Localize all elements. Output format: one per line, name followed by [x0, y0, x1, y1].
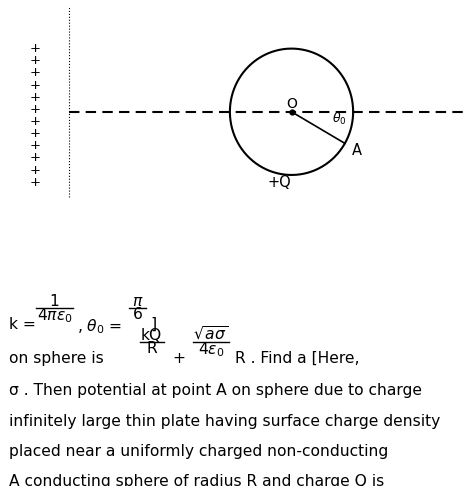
Text: on sphere is: on sphere is: [9, 351, 109, 366]
Text: R: R: [146, 341, 157, 356]
Text: +: +: [30, 79, 41, 91]
Text: +: +: [30, 164, 41, 176]
Text: , $\theta_0$ =: , $\theta_0$ =: [77, 317, 124, 335]
Text: +: +: [30, 67, 41, 79]
Text: +: +: [30, 42, 41, 55]
Text: k =: k =: [9, 317, 41, 332]
Text: $\theta_0$: $\theta_0$: [332, 111, 346, 127]
Text: placed near a uniformly charged non-conducting: placed near a uniformly charged non-cond…: [9, 444, 389, 459]
Text: infinitely large thin plate having surface charge density: infinitely large thin plate having surfa…: [9, 414, 441, 429]
Text: +: +: [30, 139, 41, 152]
Text: kQ: kQ: [141, 328, 162, 343]
Text: +: +: [30, 54, 41, 67]
Text: O: O: [286, 97, 297, 111]
Text: R . Find a [Here,: R . Find a [Here,: [235, 351, 359, 366]
Text: 6: 6: [133, 307, 142, 322]
Text: +: +: [30, 103, 41, 116]
Text: ]: ]: [151, 317, 157, 332]
Text: σ . Then potential at point A on sphere due to charge: σ . Then potential at point A on sphere …: [9, 383, 422, 399]
Text: A conducting sphere of radius R and charge Q is: A conducting sphere of radius R and char…: [9, 474, 385, 486]
Text: $4\pi\varepsilon_0$: $4\pi\varepsilon_0$: [36, 307, 73, 325]
Text: +: +: [30, 176, 41, 189]
Text: $4\varepsilon_0$: $4\varepsilon_0$: [198, 341, 224, 359]
Text: 1: 1: [50, 294, 59, 309]
Text: +: +: [30, 91, 41, 104]
Text: +: +: [30, 115, 41, 128]
Text: +Q: +Q: [268, 174, 292, 190]
Text: $\sqrt{a\sigma}$: $\sqrt{a\sigma}$: [193, 325, 228, 343]
Text: +: +: [30, 127, 41, 140]
Text: +: +: [30, 152, 41, 164]
Text: A: A: [352, 143, 362, 158]
Text: +: +: [172, 351, 185, 366]
Text: $\pi$: $\pi$: [132, 294, 143, 309]
